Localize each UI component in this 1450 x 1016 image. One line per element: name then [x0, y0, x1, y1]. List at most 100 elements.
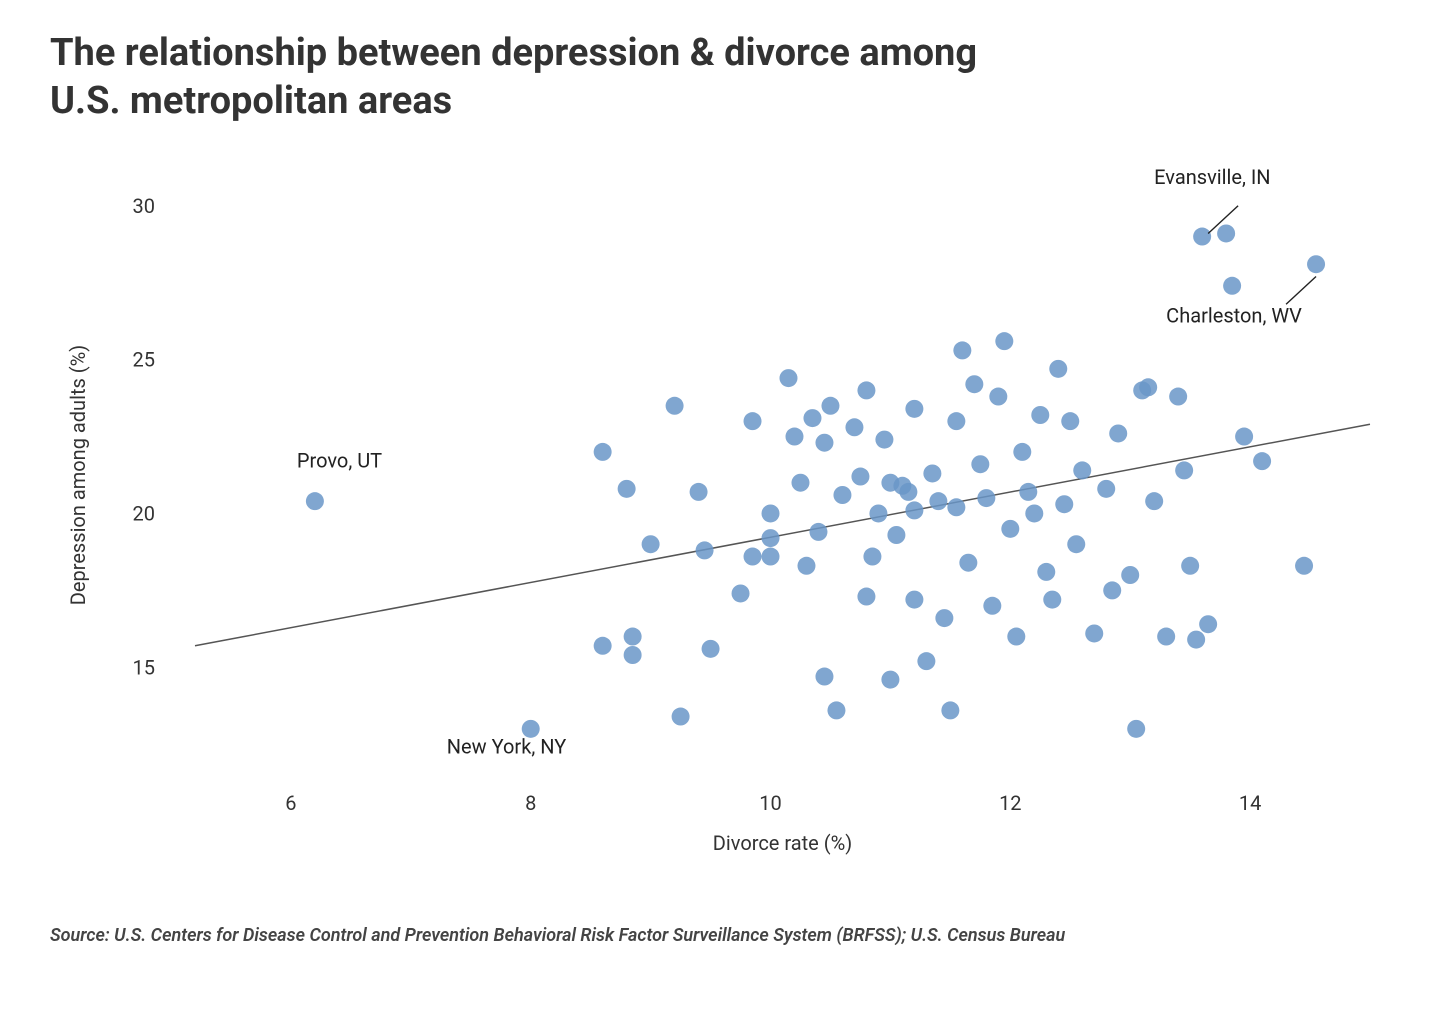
data-point [1103, 581, 1121, 599]
data-point [762, 529, 780, 547]
annotation-leader [1286, 277, 1316, 305]
data-point [624, 628, 642, 646]
data-point [935, 609, 953, 627]
y-tick: 30 [133, 194, 155, 218]
data-point [1193, 228, 1211, 246]
data-point [1175, 461, 1193, 479]
data-point [744, 412, 762, 430]
x-tick: 10 [759, 791, 781, 815]
data-point [1043, 591, 1061, 609]
data-point [732, 584, 750, 602]
data-point [672, 708, 690, 726]
source-text: Source: U.S. Centers for Disease Control… [50, 925, 1400, 946]
data-point [762, 504, 780, 522]
data-point [1055, 495, 1073, 513]
data-point [594, 637, 612, 655]
data-point [762, 548, 780, 566]
data-point [1145, 492, 1163, 510]
data-point [1307, 255, 1325, 273]
data-point [306, 492, 324, 510]
data-point [929, 492, 947, 510]
data-point [779, 369, 797, 387]
data-point [881, 671, 899, 689]
data-point [905, 400, 923, 418]
data-point [1127, 720, 1145, 738]
data-point [1031, 406, 1049, 424]
chart-title: The relationship between depression & di… [50, 30, 1050, 125]
annotation-label: Provo, UT [297, 448, 382, 472]
data-point [1223, 277, 1241, 295]
data-point [965, 375, 983, 393]
data-point [744, 548, 762, 566]
data-point [1253, 452, 1271, 470]
data-point [594, 443, 612, 461]
data-point [983, 597, 1001, 615]
data-point [857, 588, 875, 606]
data-point [624, 646, 642, 664]
data-point [791, 474, 809, 492]
data-point [809, 523, 827, 541]
data-point [702, 640, 720, 658]
data-point [666, 397, 684, 415]
x-tick: 6 [285, 791, 296, 815]
x-axis-label: Divorce rate (%) [713, 831, 852, 855]
data-point [995, 332, 1013, 350]
data-point [989, 388, 1007, 406]
data-point [797, 557, 815, 575]
data-point [905, 501, 923, 519]
data-point [1121, 566, 1139, 584]
annotation-label: Charleston, WV [1166, 304, 1302, 328]
data-point [642, 535, 660, 553]
data-point [833, 486, 851, 504]
data-point [875, 431, 893, 449]
y-tick: 15 [133, 655, 155, 679]
data-point [851, 468, 869, 486]
x-tick: 12 [999, 791, 1021, 815]
data-point [1109, 424, 1127, 442]
data-point [953, 341, 971, 359]
data-point [923, 464, 941, 482]
x-tick: 14 [1239, 791, 1261, 815]
data-point [857, 381, 875, 399]
data-point [917, 652, 935, 670]
data-point [815, 434, 833, 452]
data-point [1181, 557, 1199, 575]
data-point [1139, 378, 1157, 396]
annotation-label: Evansville, IN [1154, 165, 1270, 189]
data-point [905, 591, 923, 609]
data-point [1217, 224, 1235, 242]
data-point [1157, 628, 1175, 646]
data-point [887, 526, 905, 544]
data-point [947, 498, 965, 516]
data-point [1019, 483, 1037, 501]
data-point [1067, 535, 1085, 553]
data-point [863, 548, 881, 566]
data-point [1199, 615, 1217, 633]
data-point [947, 412, 965, 430]
chart-svg: 6810121415202530Divorce rate (%)Depressi… [50, 155, 1400, 885]
data-point [977, 489, 995, 507]
data-point [1097, 480, 1115, 498]
data-point [1169, 388, 1187, 406]
data-point [690, 483, 708, 501]
scatter-chart: 6810121415202530Divorce rate (%)Depressi… [50, 155, 1400, 885]
data-point [803, 409, 821, 427]
data-point [1187, 631, 1205, 649]
data-point [827, 701, 845, 719]
data-point [899, 483, 917, 501]
y-tick: 20 [133, 501, 155, 525]
data-point [1007, 628, 1025, 646]
data-point [1073, 461, 1091, 479]
x-tick: 8 [525, 791, 536, 815]
data-point [1013, 443, 1031, 461]
data-point [869, 504, 887, 522]
data-point [815, 668, 833, 686]
data-point [1001, 520, 1019, 538]
data-point [959, 554, 977, 572]
data-point [1295, 557, 1313, 575]
data-point [1025, 504, 1043, 522]
data-point [696, 541, 714, 559]
data-point [1235, 428, 1253, 446]
data-point [1037, 563, 1055, 581]
y-tick: 25 [133, 348, 155, 372]
